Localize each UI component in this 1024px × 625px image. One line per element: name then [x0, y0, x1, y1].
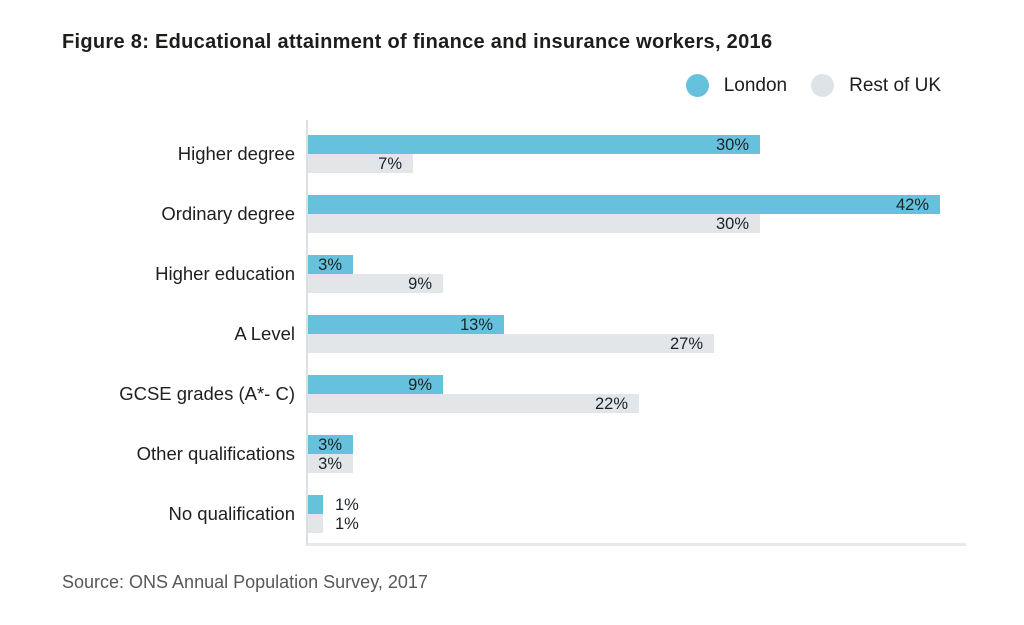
- value-label-london-higher-degree: 30%: [715, 136, 749, 154]
- category-label-a-level: A Level: [234, 323, 295, 344]
- bar-rest-of-uk-ordinary-degree: [308, 214, 760, 233]
- bar-london-ordinary-degree: [308, 195, 940, 214]
- source-note: Source: ONS Annual Population Survey, 20…: [62, 572, 428, 592]
- bar-london-other-qualifications: [308, 435, 353, 454]
- chart-legend: London Rest of UK: [685, 74, 941, 97]
- category-label-gcse-grades-a-c: GCSE grades (A*- C): [119, 383, 295, 404]
- bar-rest-of-uk-a-level: [308, 334, 714, 353]
- bar-rest-of-uk-other-qualifications: [308, 454, 353, 473]
- value-label-rest-of-uk-a-level: 27%: [669, 335, 703, 353]
- category-label-ordinary-degree: Ordinary degree: [161, 203, 295, 224]
- legend-dot-london: [685, 74, 709, 97]
- bar-rest-of-uk-no-qualification: [308, 514, 323, 533]
- category-label-other-qualifications: Other qualifications: [136, 443, 295, 464]
- category-label-higher-degree: Higher degree: [177, 143, 295, 164]
- bar-london-gcse-grades-a-c: [308, 375, 443, 394]
- bar-rest-of-uk-higher-degree: [308, 154, 413, 173]
- bar-london-higher-degree: [308, 135, 760, 154]
- bar-london-higher-education: [308, 255, 353, 274]
- value-label-london-ordinary-degree: 42%: [895, 196, 929, 214]
- value-label-rest-of-uk-no-qualification: 1%: [335, 515, 359, 533]
- value-label-london-a-level: 13%: [459, 316, 493, 334]
- value-label-london-no-qualification: 1%: [335, 496, 359, 514]
- value-label-rest-of-uk-ordinary-degree: 30%: [715, 215, 749, 233]
- value-label-london-other-qualifications: 3%: [318, 436, 342, 454]
- value-label-rest-of-uk-other-qualifications: 3%: [318, 455, 342, 473]
- value-label-rest-of-uk-gcse-grades-a-c: 22%: [594, 395, 628, 413]
- value-label-rest-of-uk-higher-education: 9%: [408, 275, 432, 293]
- value-label-london-higher-education: 3%: [318, 256, 342, 274]
- value-label-london-gcse-grades-a-c: 9%: [408, 376, 432, 394]
- legend-label-london: London: [723, 74, 788, 96]
- bar-rest-of-uk-higher-education: [308, 274, 443, 293]
- bar-london-no-qualification: [308, 495, 323, 514]
- figure-title: Figure 8: Educational attainment of fina…: [62, 31, 773, 53]
- bar-rest-of-uk-gcse-grades-a-c: [308, 394, 639, 413]
- category-label-higher-education: Higher education: [155, 263, 295, 284]
- legend-item-rest-of-uk: Rest of UK: [811, 74, 941, 97]
- value-label-rest-of-uk-higher-degree: 7%: [378, 155, 402, 173]
- category-label-no-qualification: No qualification: [168, 503, 296, 524]
- plot-area: [306, 120, 966, 546]
- legend-item-london: London: [685, 74, 788, 97]
- legend-dot-rest-of-uk: [811, 74, 835, 97]
- bar-london-a-level: [308, 315, 504, 334]
- legend-label-rest-of-uk: Rest of UK: [849, 74, 941, 96]
